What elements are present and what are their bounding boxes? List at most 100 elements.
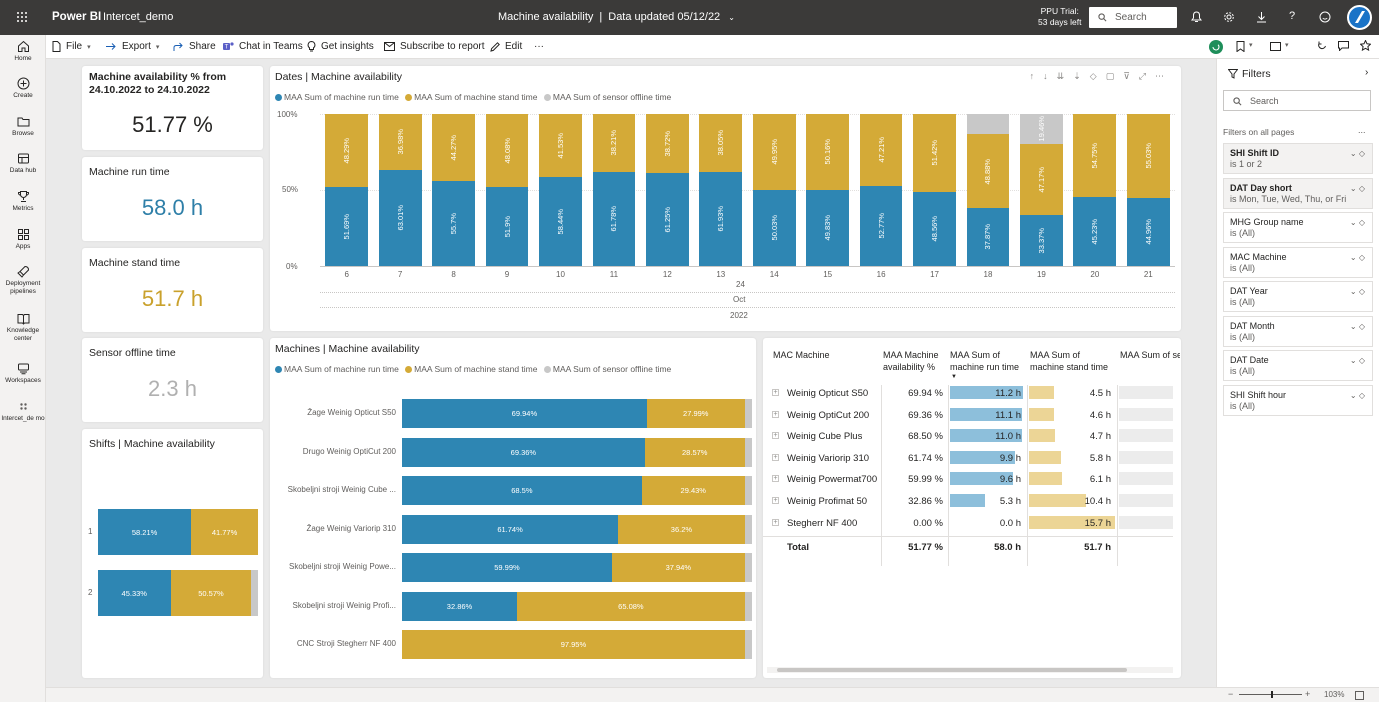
kpi-availability-card[interactable]: Machine availability % from 24.10.2022 t… [82, 66, 263, 150]
comment-icon[interactable] [1338, 41, 1349, 51]
expand-row-icon[interactable]: + [772, 475, 779, 483]
filter-card-chevron-icon[interactable]: ⌄ ◇ [1349, 218, 1365, 227]
bar-segment-stand[interactable]: 38.21% [592, 114, 636, 173]
table-header-run-time[interactable]: MAA Sum of machine run time [950, 350, 1020, 372]
bar-segment-run[interactable]: 50.03% [752, 189, 796, 266]
bar-segment-stand[interactable]: 38.72% [645, 114, 689, 173]
nav-deployment-pipelines[interactable]: Deployment pipelines [0, 265, 46, 295]
chevron-down-icon[interactable]: ▾ [1285, 42, 1289, 49]
bar-segment-run[interactable]: 37.87% [966, 208, 1010, 266]
get-insights-button[interactable]: Get insights [307, 41, 374, 52]
bar-segment-offline[interactable] [744, 591, 752, 621]
expand-row-icon[interactable]: + [772, 453, 779, 461]
table-header-availability[interactable]: MAA Machine availability % [883, 350, 939, 372]
view-icon[interactable] [1270, 42, 1281, 51]
horizontal-scrollbar[interactable] [767, 667, 1173, 673]
filter-card-chevron-icon[interactable]: ⌄ ◇ [1349, 322, 1365, 331]
focus-mode-icon[interactable]: ⤢ [1138, 71, 1155, 81]
app-launcher-icon[interactable] [16, 11, 28, 23]
edit-button[interactable]: Edit [490, 41, 522, 52]
drill-up-icon[interactable]: ↑ [1029, 71, 1044, 81]
bar-segment-offline[interactable] [251, 570, 258, 616]
nav-workspaces[interactable]: Workspaces [0, 362, 46, 385]
filter-card[interactable]: SHI Shift hour is (All) ⌄ ◇ [1223, 385, 1373, 416]
nav-workspace-intercet[interactable]: Intercet_de mo [0, 400, 46, 423]
bar-segment-run[interactable]: 55.7% [432, 181, 475, 266]
bar-segment-stand[interactable]: 38.05% [699, 114, 743, 172]
more-options-icon[interactable]: ⋯ [1155, 71, 1173, 81]
table-row[interactable]: + Stegherr NF 400 0.00 % 0.0 h 15.7 h [763, 513, 1173, 535]
filter-card[interactable]: DAT Month is (All) ⌄ ◇ [1223, 316, 1373, 347]
bar-segment-stand[interactable]: 51.42% [913, 114, 956, 193]
bar-segment-stand[interactable]: 97.95% [402, 630, 745, 659]
bar-segment-run[interactable]: 33.37% [1020, 215, 1063, 266]
nav-apps[interactable]: Apps [0, 228, 46, 251]
bar-segment-stand[interactable]: 44.27% [432, 114, 475, 182]
refresh-status-icon[interactable] [1209, 40, 1223, 54]
share-button[interactable]: Share [173, 41, 216, 52]
filter-card-chevron-icon[interactable]: ⌄ ◇ [1349, 356, 1365, 365]
machines-chart-card[interactable]: Machines | Machine availability MAA Sum … [270, 338, 756, 678]
bar-segment-offline[interactable] [744, 437, 752, 467]
fit-to-page-icon[interactable] [1355, 691, 1364, 700]
pin-icon[interactable]: ◇ [1089, 71, 1106, 81]
workspace-name[interactable]: Intercet_demo [103, 11, 174, 23]
star-icon[interactable] [1360, 40, 1371, 51]
filter-card[interactable]: MAC Machine is (All) ⌄ ◇ [1223, 247, 1373, 278]
table-row[interactable]: + Weinig Profimat 50 32.86 % 5.3 h 10.4 h [763, 491, 1173, 513]
expand-row-icon[interactable]: + [772, 497, 779, 504]
filter-card-chevron-icon[interactable]: ⌄ ◇ [1349, 149, 1365, 158]
bar-segment-run[interactable]: 61.78% [592, 172, 636, 266]
bar-segment-stand[interactable]: 36.98% [378, 114, 422, 171]
bar-segment-stand[interactable]: 37.94% [611, 553, 745, 582]
bar-segment-run[interactable]: 69.36% [402, 437, 645, 467]
bar-segment-run[interactable]: 44.96% [1126, 197, 1170, 266]
bar-segment-run[interactable]: 58.21% [98, 509, 192, 555]
zoom-out-button[interactable]: − [1228, 689, 1234, 699]
bar-segment-run[interactable]: 61.25% [645, 172, 689, 266]
table-row[interactable]: + Weinig Powermat700 59.99 % 9.6 h 6.1 h [763, 469, 1173, 491]
bar-segment-stand[interactable]: 41.53% [539, 114, 582, 178]
bar-segment-stand[interactable]: 47.17% [1020, 143, 1063, 216]
filter-icon[interactable]: ⊽ [1123, 71, 1139, 81]
legend-item-run[interactable]: MAA Sum of machine run time [275, 92, 399, 102]
scrollbar-thumb[interactable] [777, 668, 1127, 672]
filter-card[interactable]: DAT Date is (All) ⌄ ◇ [1223, 350, 1373, 381]
bar-segment-stand[interactable]: 48.88% [966, 134, 1010, 209]
legend-item-stand[interactable]: MAA Sum of machine stand time [401, 92, 537, 102]
bar-segment-run[interactable]: 49.83% [806, 190, 850, 266]
reload-icon[interactable] [1317, 41, 1327, 51]
kpi-offline-time-card[interactable]: Sensor offline time 2.3 h [82, 338, 263, 422]
table-row[interactable]: + Weinig OptiCut 200 69.36 % 11.1 h 4.6 h [763, 405, 1173, 427]
filter-search-input[interactable]: Search [1223, 90, 1371, 111]
bar-segment-run[interactable]: 61.93% [699, 171, 743, 266]
legend-item-run[interactable]: MAA Sum of machine run time [275, 364, 399, 374]
expand-row-icon[interactable]: + [772, 389, 779, 396]
bar-segment-run[interactable]: 51.9% [485, 187, 529, 266]
bar-segment-run[interactable]: 58.44% [539, 177, 582, 266]
bar-segment-stand[interactable]: 65.08% [517, 591, 745, 621]
chat-in-teams-button[interactable]: T Chat in Teams [223, 41, 303, 52]
help-icon[interactable]: ? [1289, 10, 1296, 22]
feedback-smiley-icon[interactable] [1319, 11, 1331, 23]
bar-segment-stand[interactable]: 47.21% [859, 114, 903, 186]
bar-segment-run[interactable]: 68.5% [402, 476, 642, 505]
filter-card[interactable]: DAT Year is (All) ⌄ ◇ [1223, 281, 1373, 312]
bar-segment-run[interactable]: 45.23% [1073, 197, 1117, 266]
bar-segment-run[interactable]: 63.01% [378, 170, 422, 266]
table-row[interactable]: + Weinig Opticut S50 69.94 % 11.2 h 4.5 h [763, 383, 1173, 405]
bar-segment-stand[interactable]: 55.03% [1126, 114, 1170, 198]
expand-row-icon[interactable]: + [772, 410, 779, 418]
more-options-button[interactable]: ··· [534, 41, 544, 52]
report-title-bar[interactable]: Machine availability | Data updated 05/12/… [498, 11, 735, 23]
nav-create[interactable]: Create [0, 77, 46, 100]
bar-segment-stand[interactable]: 27.99% [646, 399, 745, 428]
zoom-in-button[interactable]: + [1305, 689, 1311, 699]
brand-name[interactable]: Power BI [52, 11, 102, 23]
nav-knowledge-center[interactable]: Knowledge center [0, 312, 46, 342]
download-icon[interactable] [1256, 11, 1267, 23]
chevron-down-icon[interactable]: ▾ [1249, 42, 1253, 49]
bar-segment-stand[interactable]: 49.95% [752, 114, 796, 190]
file-menu-button[interactable]: File ▾ [52, 41, 91, 52]
dates-chart-card[interactable]: Dates | Machine availability MAA Sum of … [270, 66, 1181, 331]
